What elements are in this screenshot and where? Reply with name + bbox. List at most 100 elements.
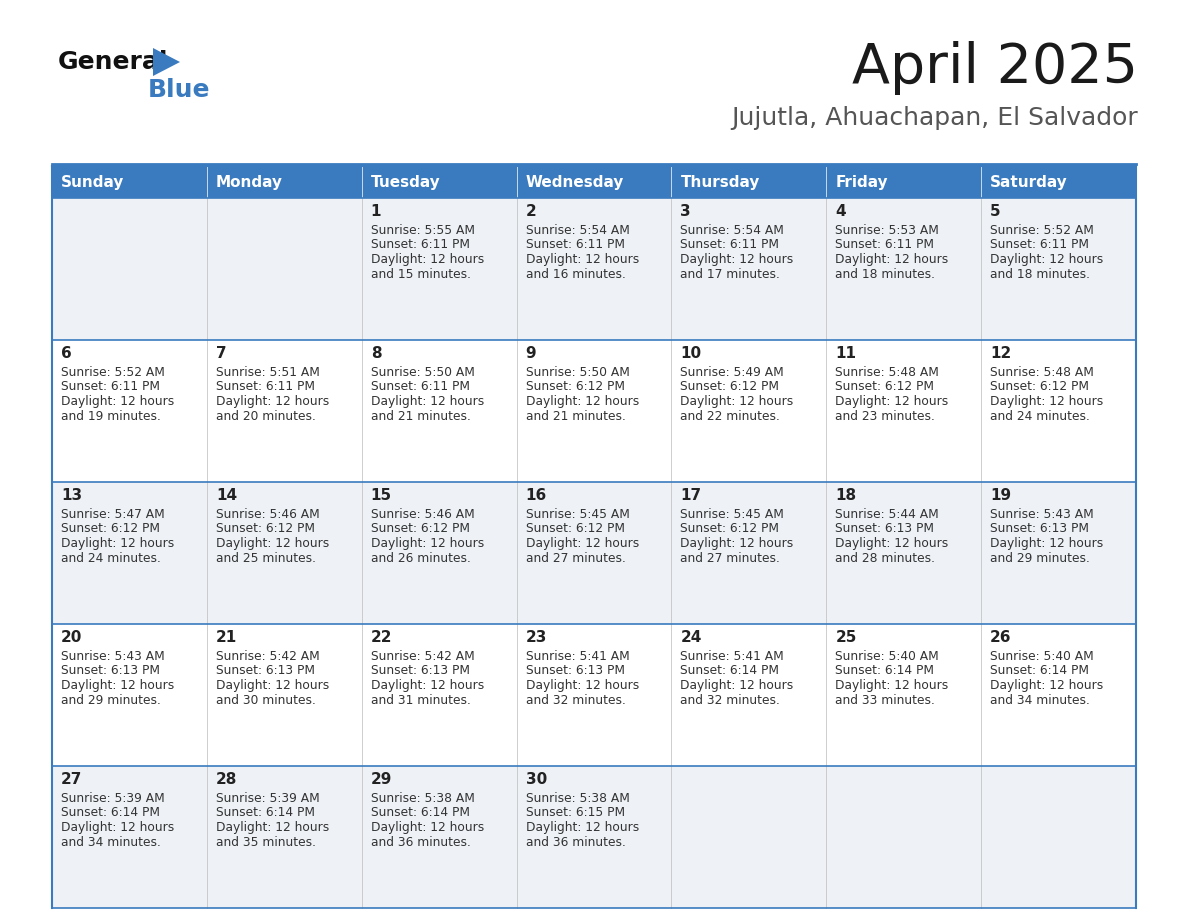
Text: 27: 27	[61, 771, 82, 787]
Text: Daylight: 12 hours: Daylight: 12 hours	[525, 679, 639, 692]
Bar	[52, 198, 207, 340]
Text: Sunset: 6:11 PM: Sunset: 6:11 PM	[681, 239, 779, 252]
Text: and 32 minutes.: and 32 minutes.	[525, 695, 625, 708]
Bar	[52, 166, 207, 198]
Text: Sunset: 6:11 PM: Sunset: 6:11 PM	[525, 239, 625, 252]
Text: Sunrise: 5:54 AM: Sunrise: 5:54 AM	[681, 223, 784, 237]
Bar	[207, 340, 361, 482]
Text: and 23 minutes.: and 23 minutes.	[835, 410, 935, 423]
Bar	[52, 482, 207, 624]
Text: Sunrise: 5:48 AM: Sunrise: 5:48 AM	[990, 365, 1094, 378]
Text: Sunrise: 5:42 AM: Sunrise: 5:42 AM	[371, 650, 474, 663]
Bar	[361, 624, 517, 766]
Bar	[361, 166, 517, 198]
Text: Sunrise: 5:50 AM: Sunrise: 5:50 AM	[525, 365, 630, 378]
Text: 24: 24	[681, 630, 702, 644]
Text: Sunrise: 5:49 AM: Sunrise: 5:49 AM	[681, 365, 784, 378]
Text: Sunrise: 5:38 AM: Sunrise: 5:38 AM	[525, 791, 630, 804]
Text: Monday: Monday	[216, 175, 283, 191]
Text: and 25 minutes.: and 25 minutes.	[216, 553, 316, 565]
Text: 12: 12	[990, 345, 1011, 361]
Text: Daylight: 12 hours: Daylight: 12 hours	[681, 396, 794, 409]
Text: Saturday: Saturday	[990, 175, 1068, 191]
Text: 15: 15	[371, 487, 392, 502]
Text: Sunset: 6:13 PM: Sunset: 6:13 PM	[525, 665, 625, 677]
Text: Daylight: 12 hours: Daylight: 12 hours	[216, 538, 329, 551]
Text: Sunset: 6:12 PM: Sunset: 6:12 PM	[216, 522, 315, 535]
Text: Sunrise: 5:52 AM: Sunrise: 5:52 AM	[990, 223, 1094, 237]
Text: Sunrise: 5:43 AM: Sunrise: 5:43 AM	[990, 508, 1094, 521]
Bar	[52, 766, 207, 908]
Text: 6: 6	[61, 345, 71, 361]
Bar	[827, 766, 981, 908]
Bar	[827, 624, 981, 766]
Text: and 18 minutes.: and 18 minutes.	[990, 268, 1091, 282]
Bar	[827, 482, 981, 624]
Text: Sunset: 6:14 PM: Sunset: 6:14 PM	[681, 665, 779, 677]
Text: 14: 14	[216, 487, 236, 502]
Text: Sunset: 6:12 PM: Sunset: 6:12 PM	[835, 380, 934, 394]
Text: and 32 minutes.: and 32 minutes.	[681, 695, 781, 708]
Bar	[827, 166, 981, 198]
Text: Daylight: 12 hours: Daylight: 12 hours	[61, 538, 175, 551]
Text: Daylight: 12 hours: Daylight: 12 hours	[525, 396, 639, 409]
Text: April 2025: April 2025	[852, 41, 1138, 95]
Text: Daylight: 12 hours: Daylight: 12 hours	[990, 253, 1104, 266]
Bar	[207, 766, 361, 908]
Text: and 27 minutes.: and 27 minutes.	[681, 553, 781, 565]
Text: Sunset: 6:14 PM: Sunset: 6:14 PM	[835, 665, 934, 677]
Text: Sunrise: 5:53 AM: Sunrise: 5:53 AM	[835, 223, 940, 237]
Text: 10: 10	[681, 345, 702, 361]
Text: Sunset: 6:11 PM: Sunset: 6:11 PM	[371, 380, 469, 394]
Text: Sunrise: 5:45 AM: Sunrise: 5:45 AM	[525, 508, 630, 521]
Text: Blue: Blue	[148, 78, 210, 102]
Text: and 36 minutes.: and 36 minutes.	[371, 836, 470, 849]
Text: Sunday: Sunday	[61, 175, 125, 191]
Text: Tuesday: Tuesday	[371, 175, 441, 191]
Text: Jujutla, Ahuachapan, El Salvador: Jujutla, Ahuachapan, El Salvador	[732, 106, 1138, 130]
Text: Daylight: 12 hours: Daylight: 12 hours	[216, 396, 329, 409]
Bar	[981, 166, 1136, 198]
Text: 11: 11	[835, 345, 857, 361]
Text: and 31 minutes.: and 31 minutes.	[371, 695, 470, 708]
Bar	[361, 482, 517, 624]
Text: 16: 16	[525, 487, 546, 502]
Text: Daylight: 12 hours: Daylight: 12 hours	[990, 396, 1104, 409]
Bar	[207, 482, 361, 624]
Text: Sunset: 6:13 PM: Sunset: 6:13 PM	[835, 522, 934, 535]
Text: Sunrise: 5:45 AM: Sunrise: 5:45 AM	[681, 508, 784, 521]
Bar	[671, 198, 827, 340]
Text: 9: 9	[525, 345, 536, 361]
Text: and 29 minutes.: and 29 minutes.	[61, 695, 160, 708]
Text: Sunset: 6:14 PM: Sunset: 6:14 PM	[61, 807, 160, 820]
Text: 25: 25	[835, 630, 857, 644]
Text: Daylight: 12 hours: Daylight: 12 hours	[216, 822, 329, 834]
Text: 22: 22	[371, 630, 392, 644]
Text: Daylight: 12 hours: Daylight: 12 hours	[681, 253, 794, 266]
Text: Daylight: 12 hours: Daylight: 12 hours	[835, 538, 948, 551]
Bar	[981, 340, 1136, 482]
Bar	[361, 340, 517, 482]
Text: Thursday: Thursday	[681, 175, 760, 191]
Text: Sunset: 6:12 PM: Sunset: 6:12 PM	[990, 380, 1089, 394]
Text: Sunrise: 5:41 AM: Sunrise: 5:41 AM	[525, 650, 630, 663]
Text: Daylight: 12 hours: Daylight: 12 hours	[835, 679, 948, 692]
Text: 8: 8	[371, 345, 381, 361]
Bar	[671, 340, 827, 482]
Text: and 20 minutes.: and 20 minutes.	[216, 410, 316, 423]
Text: Sunset: 6:12 PM: Sunset: 6:12 PM	[525, 380, 625, 394]
Text: Sunset: 6:11 PM: Sunset: 6:11 PM	[835, 239, 934, 252]
Text: and 35 minutes.: and 35 minutes.	[216, 836, 316, 849]
Text: and 24 minutes.: and 24 minutes.	[990, 410, 1091, 423]
Text: Sunrise: 5:50 AM: Sunrise: 5:50 AM	[371, 365, 474, 378]
Text: Sunset: 6:11 PM: Sunset: 6:11 PM	[371, 239, 469, 252]
Text: 17: 17	[681, 487, 702, 502]
Text: Sunrise: 5:40 AM: Sunrise: 5:40 AM	[835, 650, 939, 663]
Text: Daylight: 12 hours: Daylight: 12 hours	[61, 822, 175, 834]
Text: Sunrise: 5:42 AM: Sunrise: 5:42 AM	[216, 650, 320, 663]
Text: Sunrise: 5:44 AM: Sunrise: 5:44 AM	[835, 508, 939, 521]
Text: Daylight: 12 hours: Daylight: 12 hours	[61, 396, 175, 409]
Text: and 29 minutes.: and 29 minutes.	[990, 553, 1091, 565]
Text: Daylight: 12 hours: Daylight: 12 hours	[681, 538, 794, 551]
Bar	[827, 340, 981, 482]
